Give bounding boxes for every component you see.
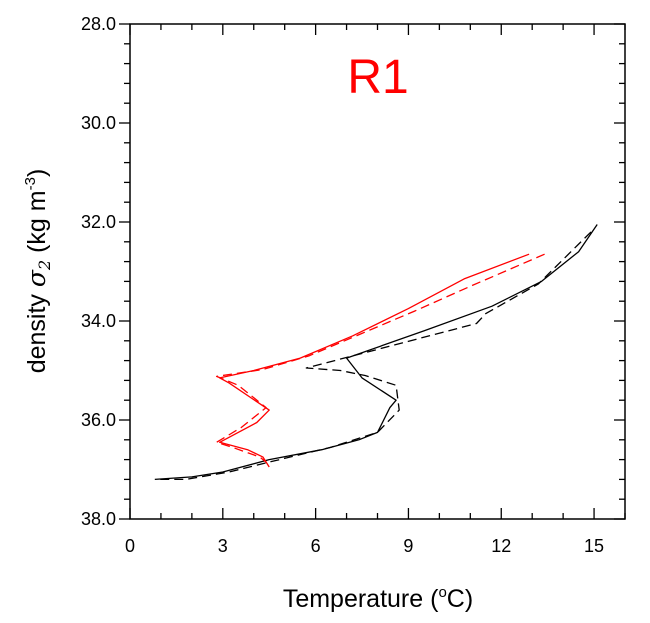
y-tick-label: 30.0	[81, 113, 116, 133]
y-axis-title-symbol: σ	[22, 269, 51, 287]
x-tick-label: 3	[218, 536, 228, 556]
y-axis-title-unit-pre: (kg m	[23, 190, 51, 259]
y-tick-label: 36.0	[81, 410, 116, 430]
x-axis-title-pre: Temperature (	[283, 585, 439, 613]
x-tick-label: 0	[125, 536, 135, 556]
series-line-black-solid	[154, 224, 598, 481]
series-group	[154, 224, 598, 481]
x-axis-title: Temperature (oC)	[283, 584, 473, 613]
x-axis-title-post: C)	[447, 585, 473, 613]
chart-title: R1	[347, 51, 408, 104]
y-tick-label: 32.0	[81, 212, 116, 232]
x-axis-title-sup: o	[438, 584, 446, 601]
y-axis-title-unit-post: )	[23, 169, 51, 177]
y-tick-label: 34.0	[81, 311, 116, 331]
ticks	[119, 23, 626, 520]
y-tick-label: 28.0	[81, 14, 116, 34]
y-axis-title-unit-sup: -3	[22, 177, 39, 190]
y-axis-title-sub: 2	[35, 260, 54, 271]
series-line-red-dashed	[215, 253, 545, 463]
x-tick-label: 9	[403, 536, 413, 556]
y-axis-title-pre: density	[23, 287, 51, 373]
tick-labels: 0 3 6 9 12 15 28.0 30.0 32.0 34.0 36.0 38.0	[81, 14, 604, 556]
x-tick-label: 6	[311, 536, 321, 556]
x-tick-label: 12	[491, 536, 511, 556]
x-tick-label: 15	[584, 536, 604, 556]
y-tick-label: 38.0	[81, 509, 116, 529]
series-line-red-solid	[219, 253, 530, 468]
series-line-black-dashed	[157, 231, 592, 481]
y-axis-title: density σ2 (kg m-3)	[22, 169, 54, 374]
